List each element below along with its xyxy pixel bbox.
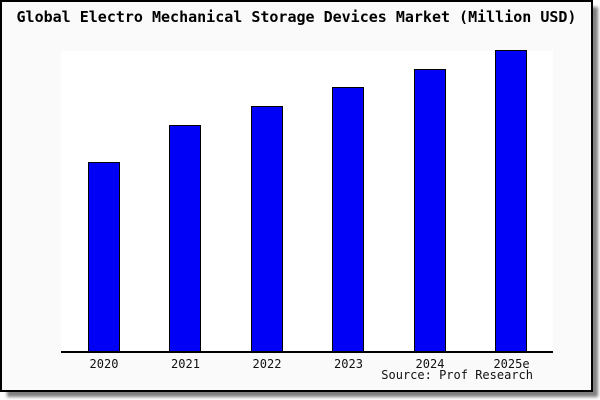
bar-2023 [332,87,364,351]
bar-2021 [169,125,201,351]
x-tick-label-2022: 2022 [252,357,282,371]
chart-frame: Global Electro Mechanical Storage Device… [0,0,593,392]
x-tick-label-2023: 2023 [334,357,363,371]
x-tick-label-2020: 2020 [89,357,119,371]
bar-2020 [87,162,120,351]
source-label: Source: Prof Research [381,368,533,382]
x-tick-label-2021: 2021 [171,357,200,371]
bar-2025e [495,50,527,351]
chart-title: Global Electro Mechanical Storage Device… [16,8,577,26]
x-tick-label-2025e: 2025e [493,357,530,371]
bar-2022 [250,106,283,351]
plot-area [61,50,553,353]
bar-2024 [413,69,446,351]
x-tick-label-2024: 2024 [415,357,445,371]
